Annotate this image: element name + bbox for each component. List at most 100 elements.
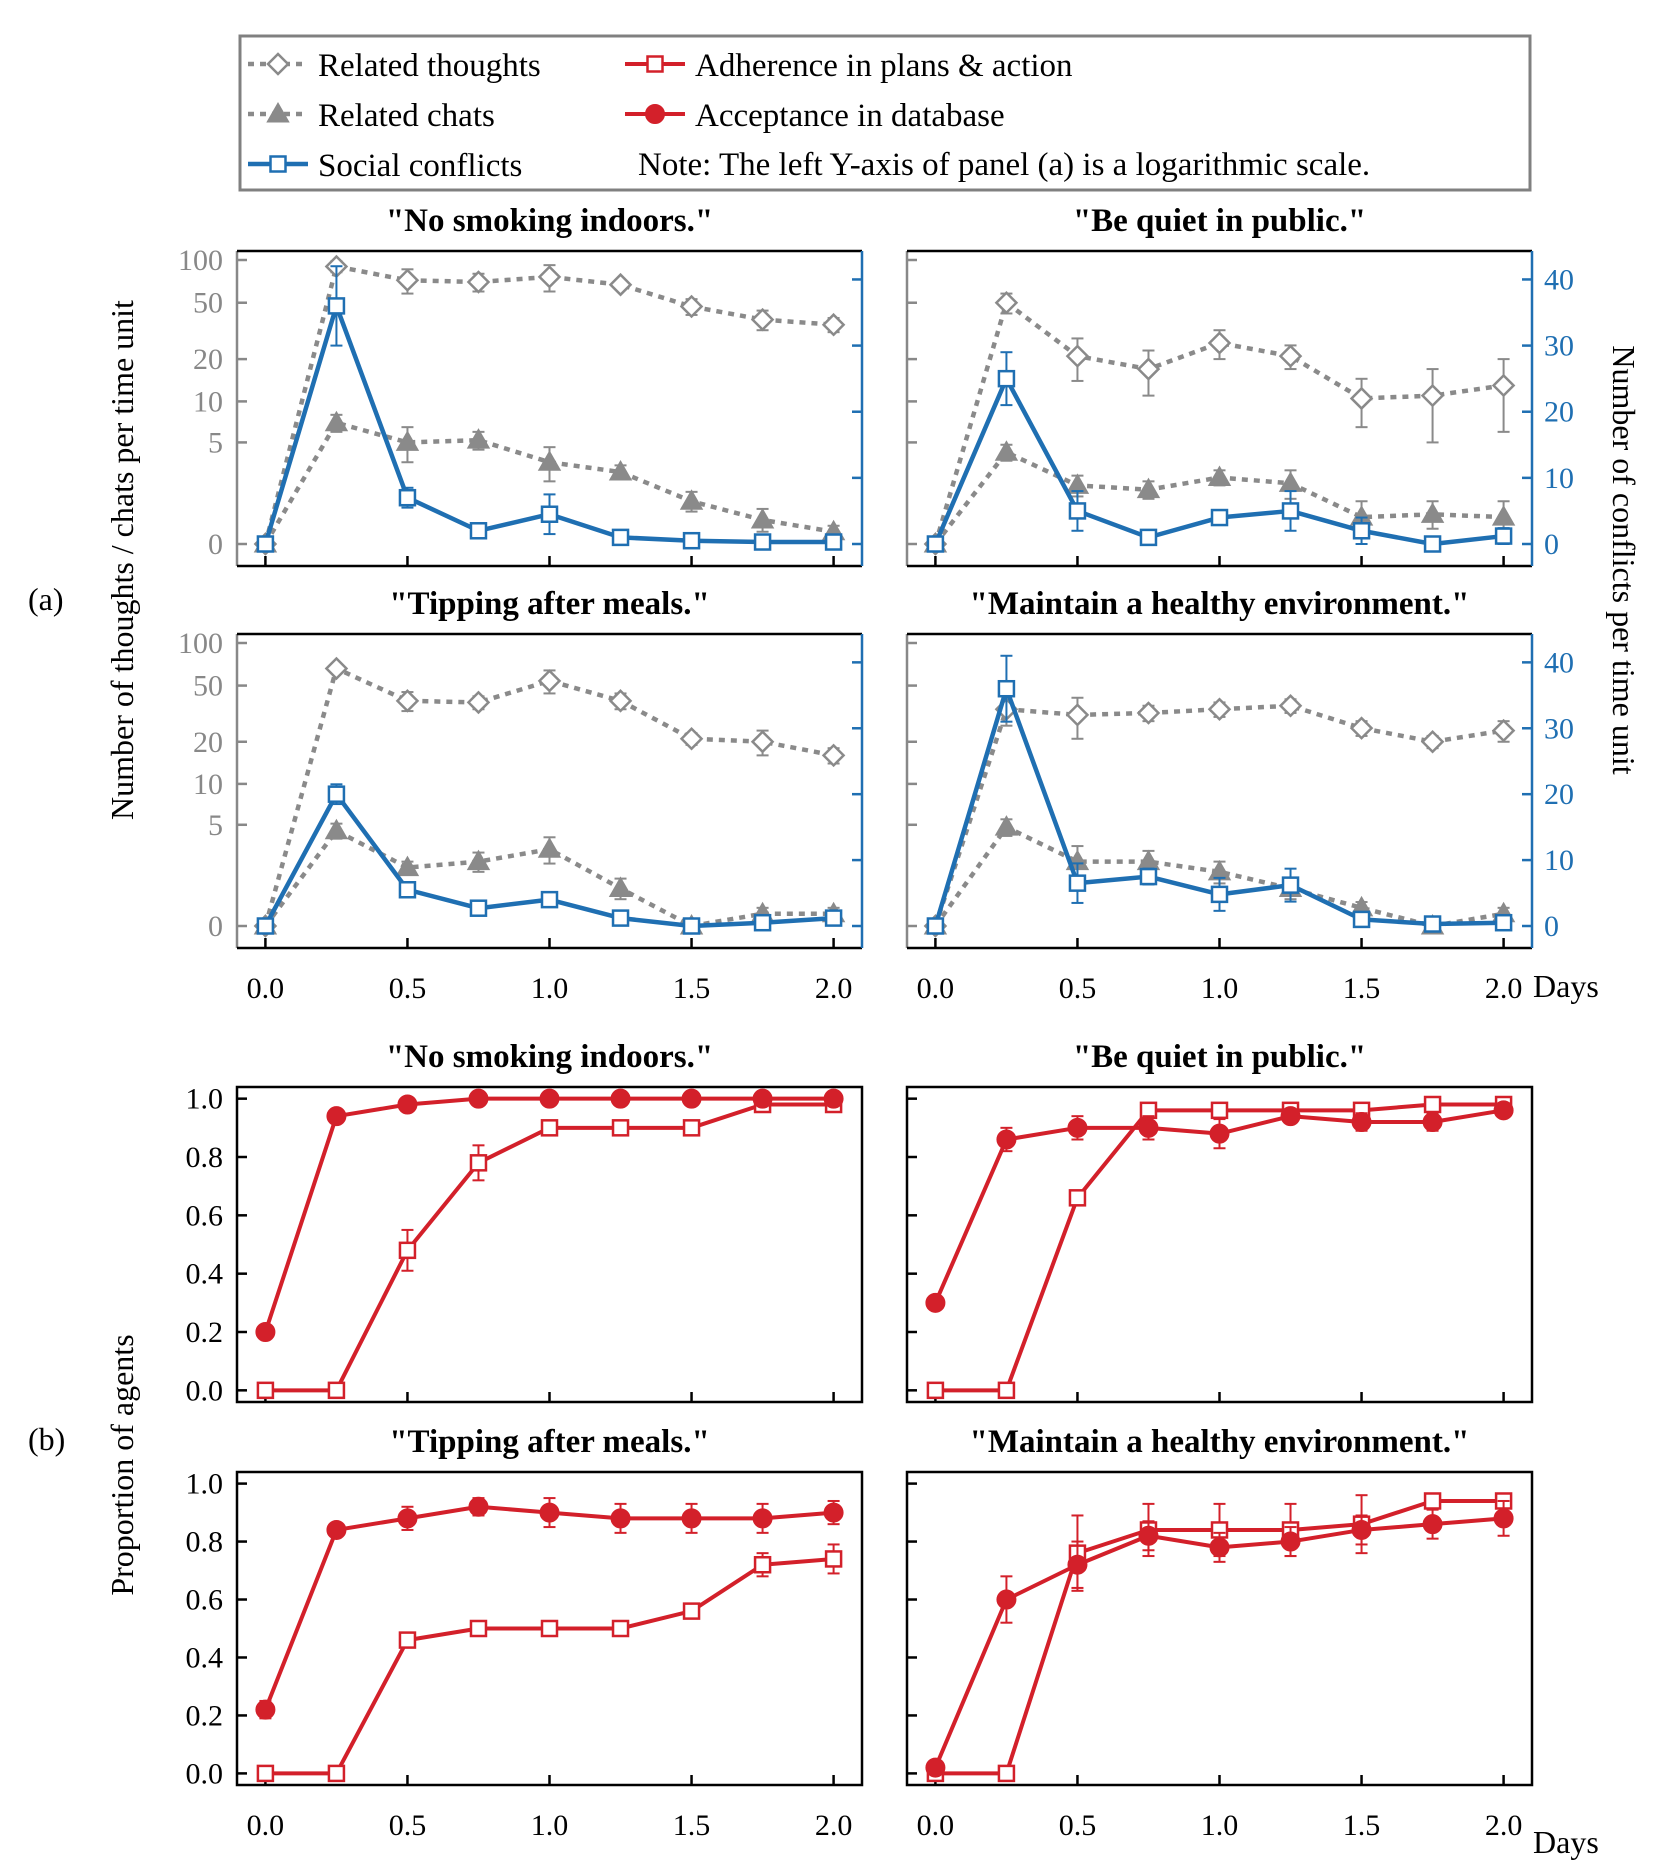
data-point-chats: [1491, 505, 1516, 526]
data-point-thoughts: [395, 689, 420, 713]
data-point-adherence: [540, 1619, 559, 1638]
data-point-acceptance: [823, 1088, 844, 1109]
series-line-acceptance: [263, 1504, 834, 1711]
chart-panel-5: "No smoking indoors." 0.0 0.2 0.4 0.6 0.8 1.0: [186, 1039, 864, 1407]
data-point-adherence: [997, 1764, 1016, 1783]
data-point-thoughts: [679, 294, 704, 319]
data-point-acceptance: [255, 1699, 276, 1720]
y-tick-label-right: 20: [1544, 396, 1574, 429]
data-point-conflicts: [1423, 535, 1442, 553]
data-point-thoughts: [537, 669, 562, 693]
data-point-chats: [1207, 465, 1232, 486]
data-point-thoughts: [1349, 386, 1374, 411]
data-point-thoughts: [1065, 703, 1090, 727]
data-point-conflicts: [1423, 915, 1442, 933]
y-tick-label-left: 5: [208, 809, 223, 842]
panel-title: "Maintain a healthy environment.": [970, 1424, 1470, 1460]
y-tick-label: 0.4: [186, 1258, 224, 1291]
series-conflicts: [926, 351, 1513, 553]
data-point-acceptance: [1351, 1112, 1372, 1132]
legend-item-adherence: Adherence in plans & action: [625, 48, 1073, 84]
legend: Related thoughts Related chats Social conf…: [238, 34, 1532, 192]
data-point-acceptance: [1209, 1537, 1230, 1558]
data-point-thoughts: [1136, 357, 1161, 381]
chart-panel-3: "Tipping after meals." 0.0 0.5 1.0 1.5 2.0 0 5 1…: [178, 586, 864, 1005]
x-tick-label: 1.0: [1201, 1809, 1239, 1842]
data-point-thoughts: [821, 743, 846, 768]
legend-item-thoughts: Related thoughts: [248, 48, 541, 84]
y-tick-label-right: 30: [1544, 712, 1574, 745]
data-point-acceptance: [539, 1502, 560, 1523]
series-acceptance: [925, 1100, 1514, 1313]
data-point-acceptance: [255, 1322, 276, 1342]
data-point-thoughts: [1349, 716, 1374, 740]
series-chats: [253, 410, 846, 553]
data-point-thoughts: [324, 656, 349, 681]
data-point-conflicts: [997, 369, 1016, 388]
data-point-acceptance: [1422, 1112, 1443, 1132]
x-tick-label: 2.0: [815, 1809, 853, 1842]
data-point-acceptance: [610, 1088, 631, 1109]
y-tick-label: 0.6: [186, 1199, 224, 1232]
data-point-acceptance: [397, 1508, 418, 1529]
data-point-conflicts: [1352, 522, 1371, 540]
series-adherence: [256, 1095, 843, 1400]
legend-label-conflicts: Social conflicts: [318, 148, 522, 184]
x-tick-label: 1.0: [1201, 972, 1239, 1005]
data-point-thoughts: [1136, 701, 1161, 725]
x-tick-label: 0.5: [1059, 972, 1097, 1005]
y-axis-label-left-a: Number of thoughts / chats per time unit: [104, 300, 140, 820]
data-point-conflicts: [398, 488, 417, 507]
y-tick-label: 0.8: [186, 1141, 224, 1174]
panel-title: "Tipping after meals.": [389, 586, 710, 622]
data-point-conflicts: [1281, 876, 1300, 894]
x-tick-label: 1.5: [673, 1809, 711, 1842]
data-point-thoughts: [679, 727, 704, 751]
data-point-acceptance: [925, 1292, 946, 1313]
panel-title: "No smoking indoors.": [386, 1039, 713, 1075]
legend-marker-conflicts: [269, 155, 287, 173]
data-point-conflicts: [926, 917, 945, 935]
y-tick-label: 0.2: [186, 1316, 224, 1349]
y-tick-label: 1.0: [186, 1083, 224, 1116]
y-tick-label-left: 10: [193, 385, 223, 418]
data-point-acceptance: [1422, 1514, 1443, 1535]
panel-title: "Be quiet in public.": [1073, 203, 1366, 239]
y-tick-label-left: 100: [178, 244, 223, 277]
y-tick-label-right: 30: [1544, 330, 1574, 363]
data-point-thoughts: [821, 312, 846, 337]
data-point-acceptance: [1138, 1117, 1159, 1138]
x-tick-label: 1.5: [673, 972, 711, 1005]
y-tick-label-left: 20: [193, 343, 223, 376]
x-tick-label: 2.0: [1485, 972, 1523, 1005]
data-point-acceptance: [996, 1129, 1017, 1150]
data-point-chats: [466, 428, 491, 449]
x-tick-label: 2.0: [815, 972, 853, 1005]
y-tick-label: 0.0: [186, 1374, 224, 1407]
data-point-conflicts: [1068, 502, 1087, 520]
y-tick-label-left: 5: [208, 426, 223, 459]
y-tick-label-right: 20: [1544, 778, 1574, 811]
legend-label-chats: Related chats: [318, 98, 495, 134]
x-tick-label: 1.0: [531, 972, 569, 1005]
legend-item-acceptance: Acceptance in database: [625, 98, 1005, 134]
series-line-chats: [263, 828, 834, 929]
data-point-thoughts: [466, 270, 491, 294]
data-point-adherence: [327, 1764, 346, 1783]
legend-note: Note: The left Y-axis of panel (a) is a …: [638, 147, 1370, 183]
data-point-acceptance: [326, 1519, 347, 1540]
data-point-acceptance: [1493, 1508, 1514, 1529]
x-tick-label: 0.0: [917, 1809, 955, 1842]
data-point-conflicts: [256, 535, 275, 553]
data-point-thoughts: [1207, 331, 1232, 355]
panel-b-label: (b): [28, 1421, 65, 1457]
data-point-conflicts: [1494, 527, 1513, 545]
y-tick-label: 0.6: [186, 1584, 224, 1617]
x-tick-label: 2.0: [1485, 1809, 1523, 1842]
data-point-thoughts: [608, 272, 633, 297]
data-point-adherence: [469, 1619, 488, 1638]
data-point-conflicts: [256, 917, 275, 935]
data-point-acceptance: [539, 1088, 560, 1109]
series-line-thoughts: [933, 300, 1504, 545]
